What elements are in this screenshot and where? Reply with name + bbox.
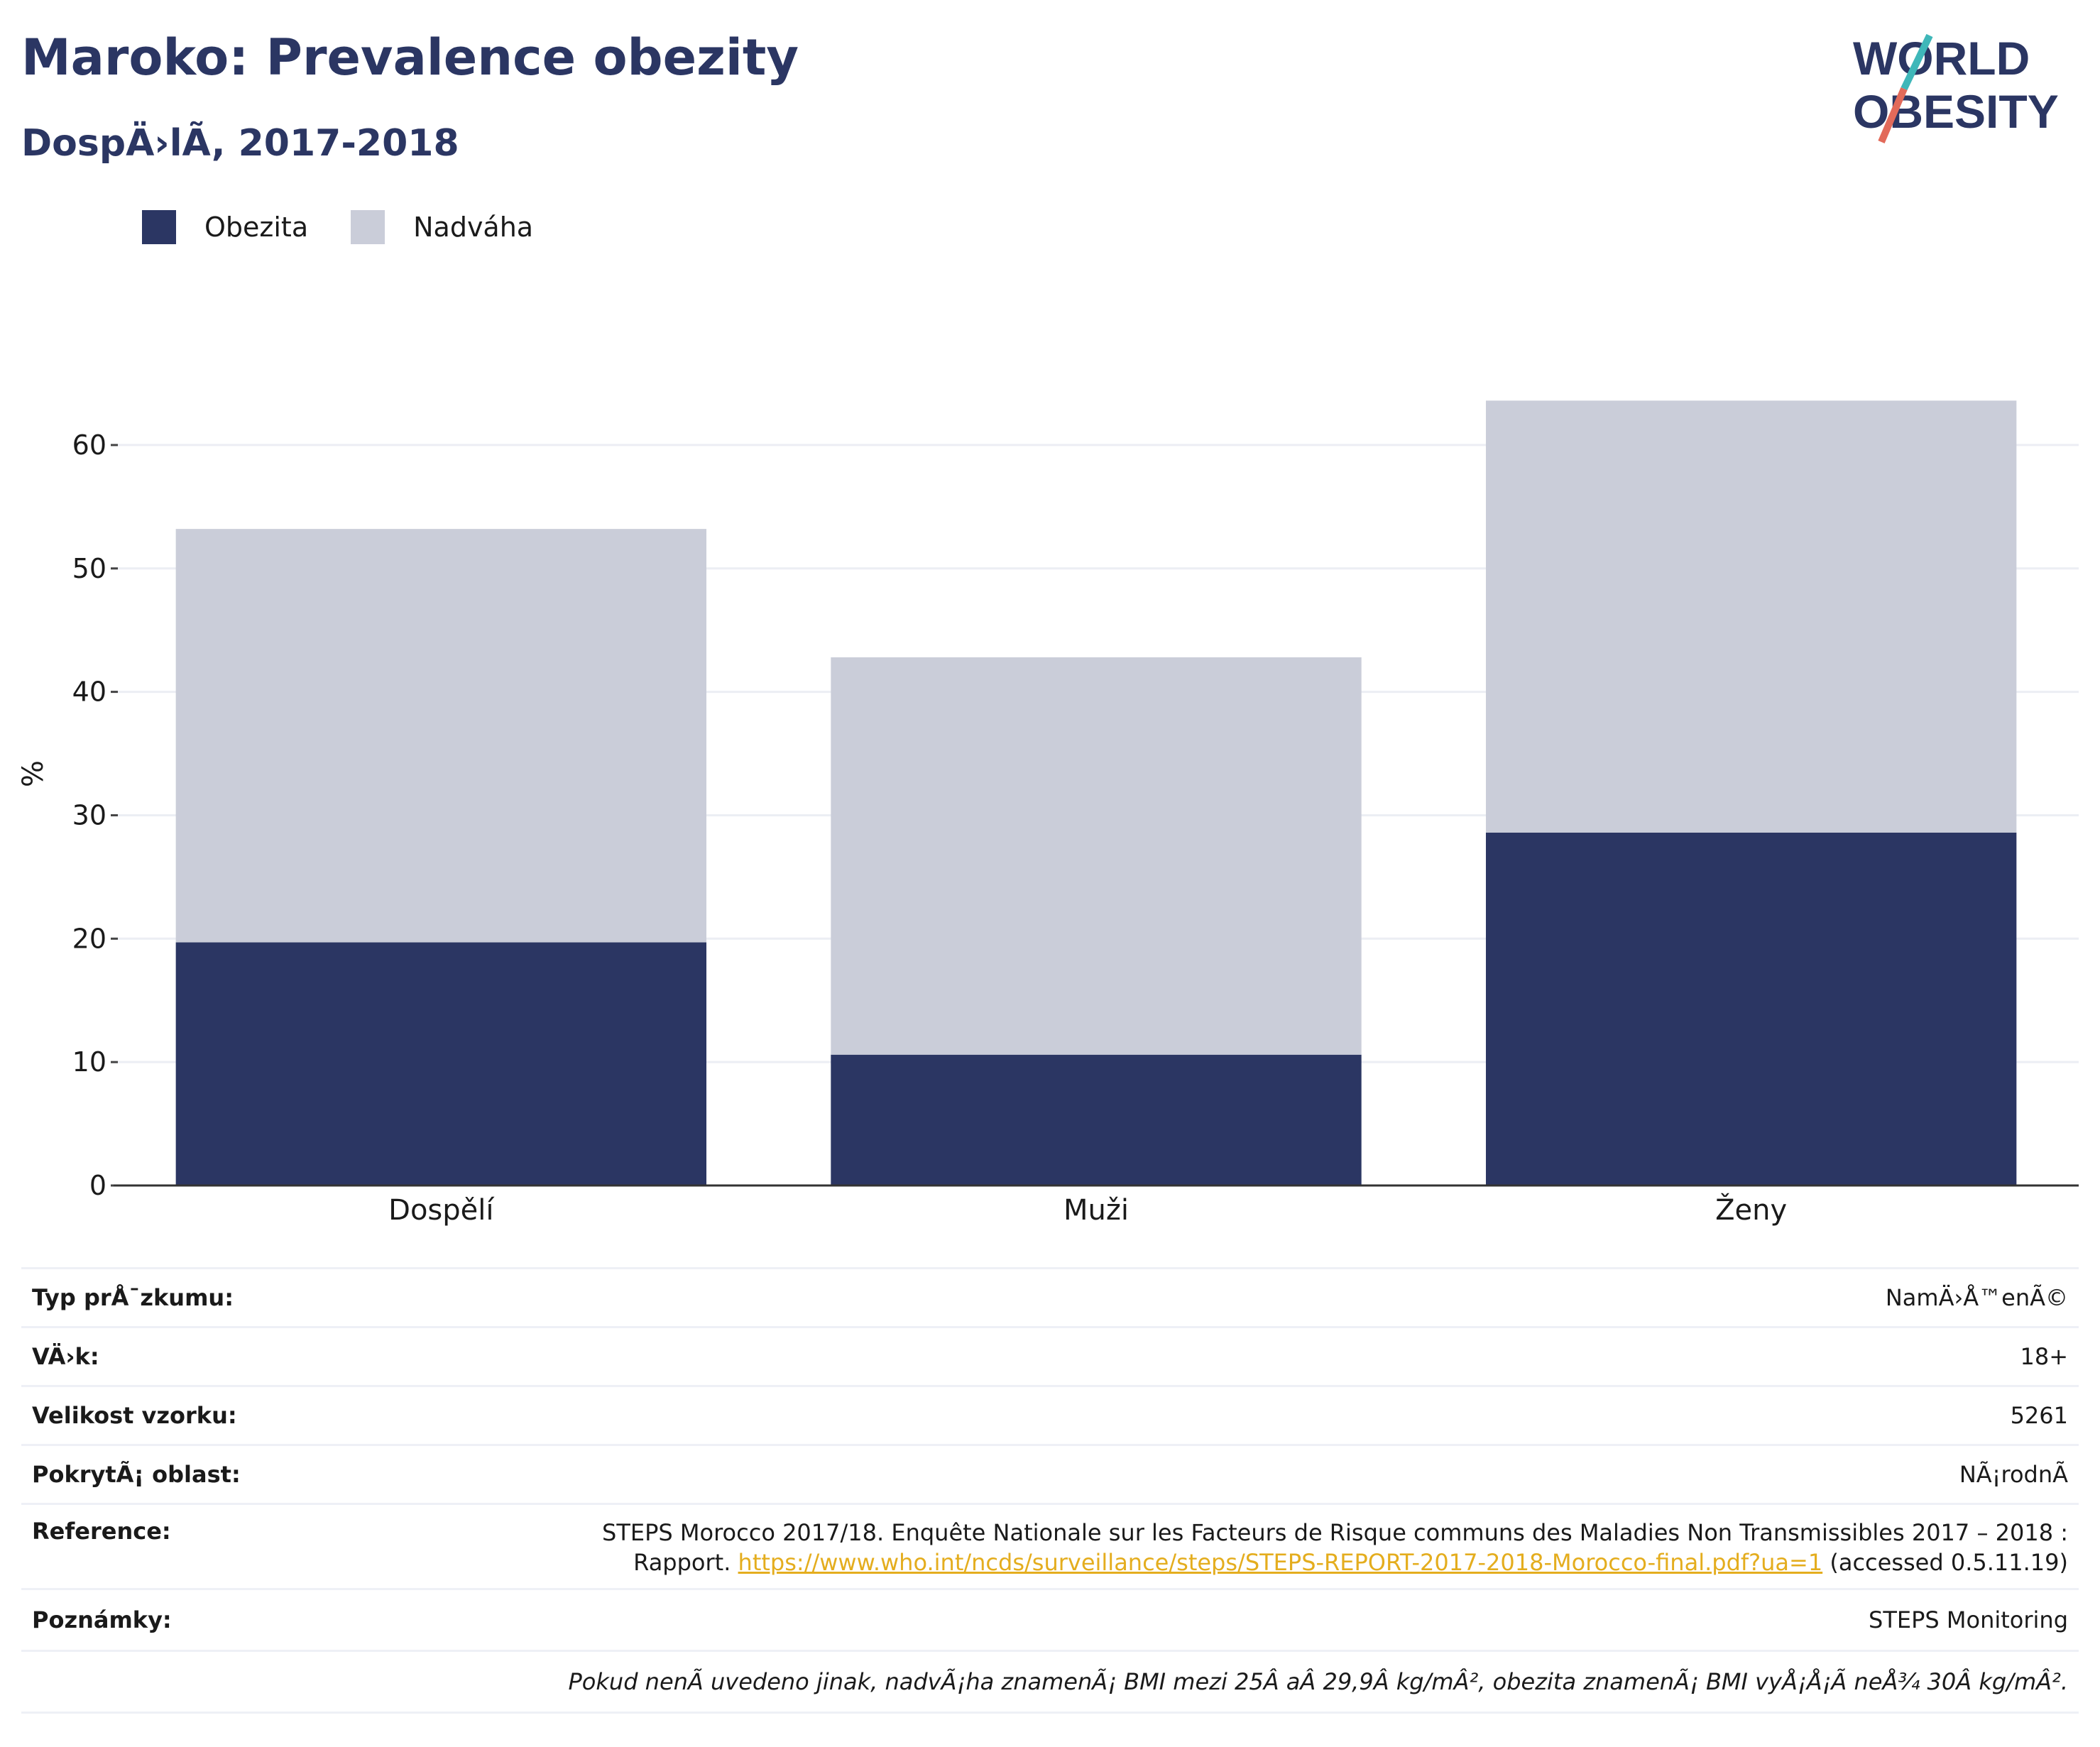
info-row-sample-size: Velikost vzorku: 5261 xyxy=(21,1385,2079,1444)
logo-slash-coral xyxy=(1878,87,1908,143)
y-tick-label: 60 xyxy=(72,429,106,461)
legend-label-obezita: Obezita xyxy=(204,212,309,243)
sample-size-value: 5261 xyxy=(2010,1402,2068,1429)
page-subtitle: DospÄ›lÃ, 2017-2018 xyxy=(21,122,459,165)
bar-nadvaha xyxy=(1485,400,2017,833)
reference-value: STEPS Morocco 2017/18. Enquête Nationale… xyxy=(602,1518,2068,1588)
legend-swatch-obezita xyxy=(142,210,176,244)
y-tick-label: 50 xyxy=(72,553,106,584)
age-label: VÄ›k: xyxy=(32,1343,99,1370)
y-axis-label: % xyxy=(17,760,50,787)
page-title: Maroko: Prevalence obezity xyxy=(21,28,799,87)
area-label: PokrytÃ¡ oblast: xyxy=(32,1461,241,1488)
reference-suffix: (accessed 0.5.11.19) xyxy=(1830,1549,2068,1576)
world-obesity-logo: WORLD OBESITY xyxy=(1853,32,2059,143)
info-row-area: PokrytÃ¡ oblast: NÃ¡rodnÃ xyxy=(21,1444,2079,1503)
bar-obezita xyxy=(1485,832,2017,1185)
area-value: NÃ¡rodnÃ xyxy=(1959,1461,2068,1488)
reference-label: Reference: xyxy=(32,1518,171,1545)
legend-label-nadvaha: Nadváha xyxy=(413,212,534,243)
bar-nadvaha xyxy=(831,657,1362,1055)
x-tick-label: Dospělí xyxy=(388,1194,495,1227)
y-tick-label: 0 xyxy=(89,1170,106,1201)
info-row-age: VÄ›k: 18+ xyxy=(21,1326,2079,1385)
reference-link[interactable]: https://www.who.int/ncds/surveillance/st… xyxy=(738,1549,1823,1576)
logo-line1: WORLD xyxy=(1853,32,2030,84)
bar-chart: 0 10 20 30 40 50 60% Dospělí Muži Ženy xyxy=(17,400,2079,1227)
y-tick-label: 30 xyxy=(72,799,106,831)
survey-type-label: Typ prÅ¯zkumu: xyxy=(32,1284,234,1311)
reference-line1: STEPS Morocco 2017/18. Enquête Nationale… xyxy=(602,1519,2068,1546)
sample-size-label: Velikost vzorku: xyxy=(32,1402,237,1429)
y-tick-label: 10 xyxy=(72,1046,106,1078)
legend: Obezita Nadváha xyxy=(142,210,576,244)
age-value: 18+ xyxy=(2020,1343,2068,1370)
info-row-survey-type: Typ prÅ¯zkumu: NamÄ›Å™enÃ© xyxy=(21,1267,2079,1326)
reference-prefix: Rapport. xyxy=(633,1549,731,1576)
y-tick-label: 20 xyxy=(72,923,106,954)
info-row-notes: Poznámky: STEPS Monitoring xyxy=(21,1588,2079,1650)
x-tick-label: Muži xyxy=(1063,1194,1129,1227)
bar-nadvaha xyxy=(175,529,707,943)
bar-obezita xyxy=(831,1054,1362,1185)
bar-obezita xyxy=(175,942,707,1185)
survey-type-value: NamÄ›Å™enÃ© xyxy=(1885,1284,2068,1311)
logo-slash-teal xyxy=(1901,33,1933,91)
info-row-reference: Reference: STEPS Morocco 2017/18. Enquêt… xyxy=(21,1503,2079,1588)
info-row-footnote: Pokud nenÃ uvedeno jinak, nadvÃ¡ha zname… xyxy=(21,1650,2079,1714)
notes-label: Poznámky: xyxy=(32,1606,172,1633)
y-tick-label: 40 xyxy=(72,677,106,708)
legend-swatch-nadvaha xyxy=(351,210,385,244)
footnote: Pokud nenÃ uvedeno jinak, nadvÃ¡ha zname… xyxy=(568,1668,2069,1695)
info-table: Typ prÅ¯zkumu: NamÄ›Å™enÃ© VÄ›k: 18+ Vel… xyxy=(21,1267,2079,1714)
x-tick-label: Ženy xyxy=(1715,1193,1787,1227)
notes-value: STEPS Monitoring xyxy=(1869,1606,2068,1633)
